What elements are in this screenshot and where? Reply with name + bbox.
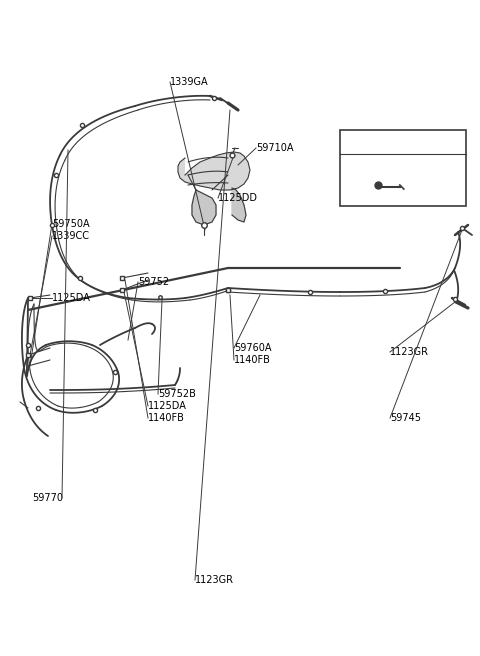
Text: 1339CC: 1339CC [52,231,90,241]
Text: 1140FB: 1140FB [234,355,271,365]
Text: 59752: 59752 [138,277,169,287]
Text: 25625G: 25625G [348,173,386,183]
Text: 1125DA: 1125DA [148,401,187,411]
Text: 59760A: 59760A [234,343,272,353]
Text: 59745: 59745 [390,413,421,423]
Polygon shape [178,152,250,190]
Text: 59710A: 59710A [256,143,293,153]
Text: 59752B: 59752B [158,389,196,399]
Text: 59770: 59770 [32,493,63,503]
Text: 1125DD: 1125DD [218,193,258,203]
Polygon shape [192,190,216,225]
Text: 1123GR: 1123GR [195,575,234,585]
Polygon shape [232,188,246,222]
Bar [340,130,466,206]
Text: 1123GR: 1123GR [390,347,429,357]
Text: 59750A: 59750A [52,219,90,229]
Text: 1140FB: 1140FB [148,413,185,423]
Text: 1125DA: 1125DA [52,293,91,303]
Text: 1339GA: 1339GA [170,77,209,87]
